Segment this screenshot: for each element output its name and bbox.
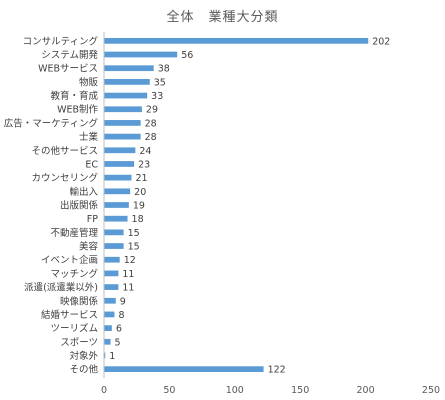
category-label-13: FP (87, 214, 98, 225)
category-label-11: 輸出入 (69, 186, 98, 198)
category-label-24: その他 (69, 364, 98, 376)
value-label-5: 29 (146, 105, 158, 116)
category-label-1: システム開発 (41, 49, 98, 61)
value-label-9: 23 (138, 159, 150, 170)
bar-20 (104, 311, 115, 318)
x-tick-label-4: 200 (357, 385, 375, 396)
bar-0 (104, 37, 369, 44)
value-label-10: 21 (135, 173, 147, 184)
bar-14 (104, 229, 124, 236)
value-label-16: 12 (124, 255, 136, 266)
value-label-12: 19 (133, 201, 145, 212)
bar-21 (104, 325, 112, 331)
bar-15 (104, 243, 124, 249)
x-tick-label-0: 0 (101, 385, 107, 396)
value-label-15: 15 (128, 242, 140, 253)
bar-7 (104, 133, 141, 140)
value-label-3: 35 (154, 77, 166, 88)
value-label-1: 56 (181, 50, 193, 61)
value-label-6: 28 (145, 118, 157, 129)
value-label-0: 202 (372, 36, 390, 47)
bar-4 (104, 92, 148, 99)
value-label-11: 20 (134, 187, 146, 198)
value-label-23: 1 (109, 351, 115, 362)
category-label-16: イベント企画 (41, 254, 98, 266)
category-label-3: 物販 (79, 76, 99, 88)
value-label-22: 5 (115, 337, 121, 348)
category-label-6: 広告・マーケティング (4, 117, 99, 129)
value-label-24: 122 (268, 365, 286, 376)
bar-16 (104, 256, 120, 263)
category-label-4: 教育・育成 (50, 90, 98, 102)
category-label-23: 対象外 (69, 350, 98, 362)
bar-12 (104, 202, 129, 208)
bar-3 (104, 79, 150, 85)
category-label-22: スポーツ (60, 337, 98, 348)
category-label-20: 結婚サービス (41, 309, 98, 321)
x-tick-label-1: 50 (163, 385, 175, 396)
x-tick-label-5: 250 (422, 385, 440, 396)
bar-23 (104, 352, 106, 359)
value-label-2: 38 (158, 64, 170, 75)
category-label-9: EC (85, 159, 98, 170)
bar-18 (104, 284, 119, 290)
bar-13 (104, 215, 128, 222)
bar-17 (104, 270, 119, 277)
category-label-18: 派遣(派遣業以外) (24, 282, 98, 294)
chart-title: 全体 業種大分類 (166, 10, 279, 25)
category-label-10: カウンセリング (31, 172, 98, 184)
category-label-5: WEB制作 (57, 104, 98, 116)
value-label-7: 28 (145, 132, 157, 143)
value-label-8: 24 (139, 146, 151, 157)
category-label-0: コンサルティング (23, 35, 99, 47)
value-label-21: 6 (116, 324, 122, 335)
value-label-13: 18 (132, 214, 144, 225)
bar-1 (104, 51, 178, 58)
category-label-15: 美容 (79, 241, 99, 253)
bar-6 (104, 120, 141, 126)
bar-8 (104, 147, 136, 154)
value-label-19: 9 (120, 296, 126, 307)
value-label-17: 11 (122, 269, 134, 280)
x-tick-label-3: 150 (291, 385, 309, 396)
value-label-20: 8 (118, 310, 124, 321)
category-label-19: 映像関係 (60, 295, 99, 307)
value-label-18: 11 (122, 283, 134, 294)
category-label-7: 士業 (79, 131, 99, 143)
x-tick-label-2: 100 (226, 385, 244, 396)
bar-9 (104, 161, 135, 167)
bar-2 (104, 65, 154, 72)
value-label-4: 33 (151, 91, 163, 102)
value-label-14: 15 (128, 228, 140, 239)
category-label-8: その他サービス (31, 145, 98, 157)
bar-11 (104, 188, 131, 195)
category-label-2: WEBサービス (38, 64, 98, 75)
bar-19 (104, 297, 116, 304)
bar-5 (104, 106, 142, 113)
category-label-21: ツーリズム (50, 323, 98, 335)
category-label-17: マッチング (50, 268, 98, 280)
category-label-12: 出版関係 (60, 200, 99, 212)
bar-22 (104, 338, 111, 345)
bar-24 (104, 366, 264, 373)
category-label-14: 不動産管理 (50, 227, 98, 239)
bar-10 (104, 174, 132, 181)
